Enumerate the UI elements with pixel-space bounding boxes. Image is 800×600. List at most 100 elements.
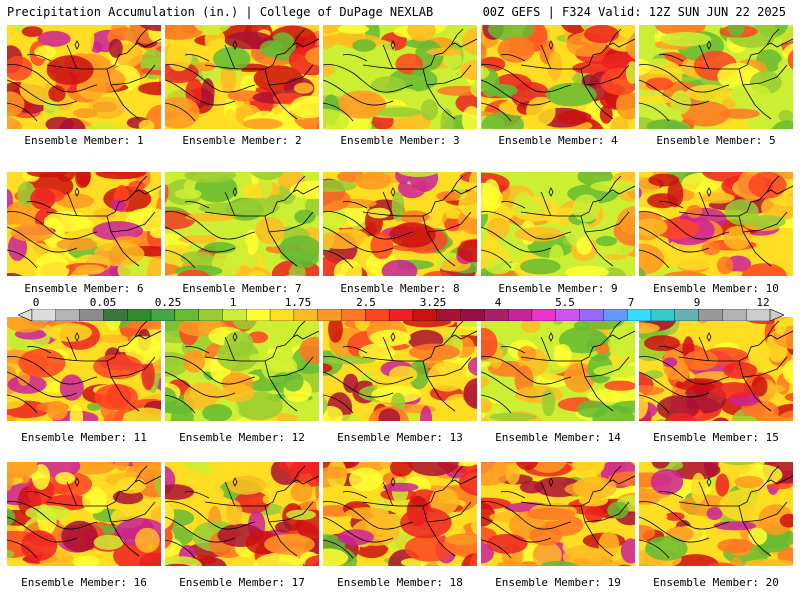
precip-map bbox=[7, 462, 161, 566]
ensemble-member-label: Ensemble Member: 6 bbox=[24, 282, 144, 295]
precip-map bbox=[323, 317, 477, 421]
precip-map bbox=[165, 317, 319, 421]
location-marker-icon bbox=[74, 332, 80, 342]
colorbar-swatch bbox=[626, 309, 652, 321]
state-boundary-lines bbox=[7, 28, 161, 122]
location-marker-icon bbox=[390, 332, 396, 342]
state-boundary-lines bbox=[481, 175, 635, 269]
precip-map bbox=[323, 172, 477, 276]
colorbar-swatch bbox=[507, 309, 533, 321]
location-marker-icon bbox=[706, 332, 712, 342]
colorbar-swatch bbox=[722, 309, 747, 321]
location-marker-icon bbox=[706, 477, 712, 487]
location-marker-icon bbox=[706, 40, 712, 50]
colorbar-tick-label: 12 bbox=[756, 296, 770, 309]
colorbar-swatch bbox=[460, 309, 485, 321]
colorbar-tick-label: 7 bbox=[627, 296, 635, 309]
colorbar-swatch bbox=[365, 309, 390, 321]
state-boundary-lines bbox=[323, 28, 477, 122]
ensemble-member-panel bbox=[323, 172, 477, 276]
state-boundary-lines bbox=[639, 465, 793, 559]
ensemble-member-label: Ensemble Member: 10 bbox=[653, 282, 779, 295]
location-marker-icon bbox=[232, 332, 238, 342]
location-marker-icon bbox=[74, 40, 80, 50]
colorbar-swatch bbox=[317, 309, 342, 321]
location-marker-icon bbox=[232, 40, 238, 50]
location-marker-icon bbox=[548, 477, 554, 487]
colorbar-swatch bbox=[603, 309, 628, 321]
ensemble-member-label: Ensemble Member: 1 bbox=[24, 134, 144, 147]
state-boundary-lines bbox=[165, 320, 319, 414]
ensemble-member-panel bbox=[165, 25, 319, 129]
ensemble-member-label: Ensemble Member: 18 bbox=[337, 576, 463, 589]
ensemble-member-panel bbox=[165, 317, 319, 421]
precip-map bbox=[481, 462, 635, 566]
precip-map bbox=[481, 25, 635, 129]
colorbar-swatch bbox=[55, 309, 81, 321]
ensemble-member-panel bbox=[165, 462, 319, 566]
state-boundary-lines bbox=[323, 175, 477, 269]
colorbar-tick-label: 1.75 bbox=[284, 296, 312, 309]
colorbar-tick-label: 0.05 bbox=[89, 296, 117, 309]
precip-map bbox=[323, 25, 477, 129]
colorbar-swatch bbox=[198, 309, 223, 321]
precip-map bbox=[323, 462, 477, 566]
colorbar-swatch bbox=[79, 309, 104, 321]
colorbar-tick-label: 5.5 bbox=[555, 296, 575, 309]
state-boundary-lines bbox=[481, 465, 635, 559]
state-boundary-lines bbox=[639, 320, 793, 414]
colorbar-tick-label: 3.25 bbox=[419, 296, 447, 309]
state-boundary-lines bbox=[165, 175, 319, 269]
ensemble-member-panel bbox=[7, 462, 161, 566]
colorbar-swatch bbox=[484, 309, 509, 321]
colorbar-swatch bbox=[269, 309, 295, 321]
location-marker-icon bbox=[74, 187, 80, 197]
colorbar-max-arrow bbox=[769, 309, 784, 321]
ensemble-member-panel bbox=[7, 172, 161, 276]
colorbar-swatch bbox=[388, 309, 414, 321]
state-boundary-lines bbox=[639, 28, 793, 122]
precip-map bbox=[165, 172, 319, 276]
colorbar-min-arrow bbox=[18, 309, 33, 321]
colorbar-tick-label: 1 bbox=[229, 296, 237, 309]
state-boundary-lines bbox=[165, 465, 319, 559]
location-marker-icon bbox=[390, 187, 396, 197]
colorbar-tick-label: 2.5 bbox=[356, 296, 376, 309]
valid-time-label: 00Z GEFS | F324 Valid: 12Z SUN JUN 22 20… bbox=[482, 5, 786, 19]
colorbar-swatch bbox=[579, 309, 604, 321]
location-marker-icon bbox=[548, 187, 554, 197]
colorbar-swatch bbox=[31, 309, 57, 321]
colorbar-swatch bbox=[222, 309, 247, 321]
ensemble-member-panel bbox=[639, 25, 793, 129]
state-boundary-lines bbox=[481, 28, 635, 122]
precip-map bbox=[639, 317, 793, 421]
precip-map bbox=[165, 25, 319, 129]
location-marker-icon bbox=[232, 187, 238, 197]
ensemble-member-label: Ensemble Member: 5 bbox=[656, 134, 776, 147]
ensemble-member-label: Ensemble Member: 12 bbox=[179, 431, 305, 444]
ensemble-member-panel bbox=[639, 317, 793, 421]
colorbar-swatch bbox=[174, 309, 200, 321]
precip-map bbox=[7, 172, 161, 276]
precip-map bbox=[639, 25, 793, 129]
location-marker-icon bbox=[548, 332, 554, 342]
colorbar-swatch bbox=[531, 309, 557, 321]
ensemble-member-label: Ensemble Member: 4 bbox=[498, 134, 618, 147]
precip-map bbox=[165, 462, 319, 566]
ensemble-member-panel bbox=[639, 462, 793, 566]
precip-map bbox=[639, 172, 793, 276]
colorbar-tick-label: 0.25 bbox=[154, 296, 182, 309]
ensemble-member-label: Ensemble Member: 8 bbox=[340, 282, 460, 295]
state-boundary-lines bbox=[165, 28, 319, 122]
ensemble-member-panel bbox=[481, 462, 635, 566]
state-boundary-lines bbox=[7, 320, 161, 414]
location-marker-icon bbox=[390, 40, 396, 50]
colorbar-swatch bbox=[674, 309, 700, 321]
state-boundary-lines bbox=[323, 320, 477, 414]
ensemble-member-label: Ensemble Member: 16 bbox=[21, 576, 147, 589]
ensemble-member-label: Ensemble Member: 17 bbox=[179, 576, 305, 589]
ensemble-member-label: Ensemble Member: 14 bbox=[495, 431, 621, 444]
precip-map bbox=[7, 317, 161, 421]
state-boundary-lines bbox=[323, 465, 477, 559]
colorbar bbox=[18, 309, 784, 321]
